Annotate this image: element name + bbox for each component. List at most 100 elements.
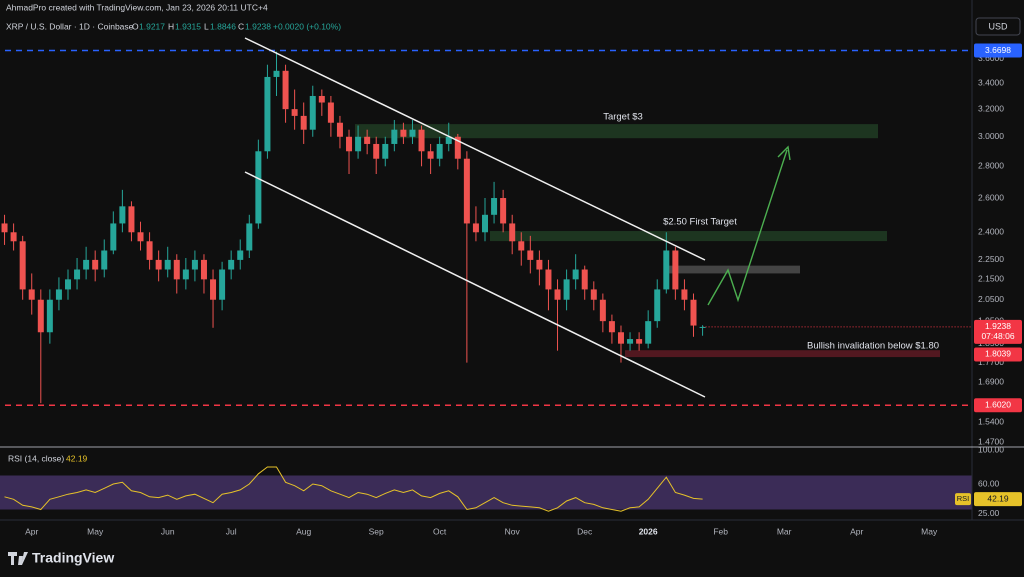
candle-body — [237, 250, 244, 260]
y-tick-label: 3.4000 — [978, 77, 1004, 87]
rsi-tick-label: 60.00 — [978, 478, 1000, 488]
candle-body — [382, 143, 389, 159]
candle-body — [527, 250, 534, 260]
rsi-tag-box — [955, 493, 971, 506]
x-tick-label: Jul — [226, 526, 237, 536]
y-tick-label: 2.4000 — [978, 227, 1004, 237]
candle-body — [164, 259, 171, 270]
logo — [8, 552, 28, 565]
candle-body — [10, 232, 17, 242]
candle-body — [28, 289, 35, 300]
candle-body — [581, 269, 588, 290]
rsi-axis-value: 42.19 — [987, 493, 1009, 503]
x-tick-label: May — [87, 526, 104, 536]
channel-lower — [244, 171, 706, 398]
candle-body — [327, 102, 334, 123]
candle-body — [409, 129, 416, 137]
candle-body — [554, 289, 561, 300]
candle-body — [74, 269, 81, 280]
credit: AhmadPro created with TradingView.com, J… — [6, 2, 268, 12]
y-tick-label: 3.6000 — [978, 53, 1004, 63]
x-tick-label: Feb — [713, 526, 728, 536]
candle-body — [436, 143, 443, 159]
candle-body — [672, 250, 679, 290]
price-zone — [355, 124, 878, 139]
price-label: 3.6698 — [985, 45, 1011, 55]
ohlc-label: O — [132, 21, 139, 31]
candle-body — [273, 70, 280, 77]
candle-body — [128, 206, 135, 233]
candle-body — [64, 279, 71, 290]
candle-body — [364, 136, 371, 144]
candle-body — [83, 259, 90, 270]
price-zone — [625, 350, 940, 358]
candle-body — [246, 223, 253, 251]
candle-body — [590, 289, 597, 300]
candle-body — [210, 279, 217, 300]
candle-body — [418, 129, 425, 152]
candle-body — [282, 70, 289, 110]
candle-body — [690, 299, 697, 326]
currency[interactable]: USD — [988, 21, 1008, 31]
y-tick-label: 2.6000 — [978, 192, 1004, 202]
labels: 3.6000 3.4000 3.2000 3.0000 2.8000 2.6000 2.40… — [8, 43, 1022, 536]
ohlc-label: C — [238, 21, 244, 31]
candle-body — [146, 241, 153, 260]
current-price: 1.9238 — [985, 321, 1011, 331]
candle-body — [101, 250, 108, 270]
change: +0.0020 (+0.10%) — [273, 21, 341, 31]
y-tick-label: 1.4700 — [978, 436, 1004, 446]
x-tick-label: Oct — [433, 526, 447, 536]
y-tick-label: 1.6900 — [978, 377, 1004, 387]
candle-body — [228, 259, 235, 270]
candle-body — [19, 241, 26, 290]
candle-body — [518, 241, 525, 251]
candle-body — [373, 143, 380, 159]
candle-body — [191, 259, 198, 270]
price-label-box — [974, 398, 1022, 413]
candle-body — [219, 269, 226, 300]
candle-body — [264, 76, 271, 152]
candle-body — [400, 129, 407, 137]
candle-body — [182, 269, 189, 280]
drawings — [244, 37, 791, 398]
x-tick-label: Apr — [25, 526, 38, 536]
candle-body — [699, 326, 706, 328]
candle-body — [645, 321, 652, 344]
annotation: Bullish invalidation below $1.80 — [807, 341, 939, 352]
projection-arrow — [707, 149, 788, 306]
candle-body — [110, 223, 117, 251]
candle-body — [300, 115, 307, 130]
rsi-value-box — [974, 492, 1022, 507]
candle-body — [563, 279, 570, 300]
close-value: 1.9238 — [245, 21, 271, 31]
x-tick-label: 2026 — [639, 526, 658, 536]
y-tick-label: 2.1500 — [978, 274, 1004, 284]
price-label-box — [974, 43, 1022, 58]
candle-body — [472, 223, 479, 233]
currency-box[interactable] — [975, 17, 1021, 36]
channel-upper — [244, 37, 706, 261]
current-price-box — [974, 319, 1022, 344]
arrow-head — [777, 145, 791, 161]
price-label: 1.6020 — [985, 400, 1011, 410]
price-label-box — [974, 347, 1022, 362]
price-zone — [490, 231, 887, 242]
y-tick-label: 2.8000 — [978, 161, 1004, 171]
candle-body — [681, 289, 688, 300]
candle-body — [355, 136, 362, 152]
annotation: $2.50 First Target — [663, 217, 737, 228]
high-value: 1.9315 — [175, 21, 201, 31]
y-tick-label: 1.5400 — [978, 416, 1004, 426]
countdown: 07:48:06 — [981, 331, 1014, 341]
low-value: 1.8846 — [210, 21, 236, 31]
candle-body — [1, 223, 8, 233]
candle-body — [309, 95, 316, 130]
x-tick-label: Apr — [850, 526, 863, 536]
rsi-band — [0, 475, 972, 510]
x-tick-label: Nov — [505, 526, 521, 536]
candle-body — [636, 339, 643, 344]
zones — [0, 49, 972, 510]
